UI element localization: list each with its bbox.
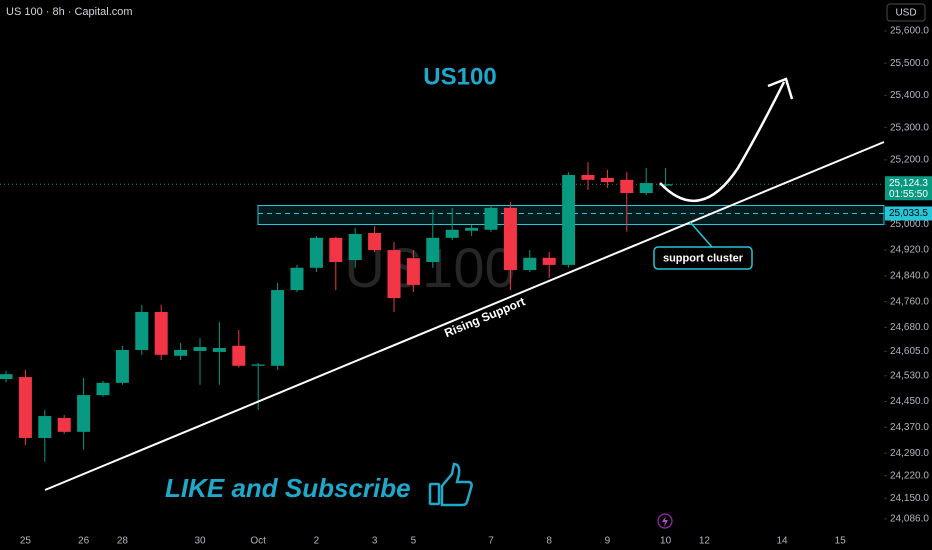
x-tick-label: 28: [117, 536, 129, 547]
y-tick-label: 25,400.0: [890, 90, 929, 101]
x-tick-label: 12: [699, 536, 711, 547]
x-tick-label: 2: [314, 536, 320, 547]
y-tick-label: 24,086.0: [890, 513, 929, 524]
callout-label: support cluster: [663, 252, 744, 264]
arrow-head: [767, 77, 794, 100]
x-tick-label: 9: [605, 536, 611, 547]
candle-body: [232, 345, 246, 366]
candle-body: [135, 311, 149, 350]
rising-support-line: [44, 141, 885, 491]
candle-body: [620, 179, 634, 194]
x-tick-label: 3: [372, 536, 378, 547]
zone-price-label: 25,033.5: [889, 208, 928, 219]
candle-body: [96, 382, 110, 396]
callout-pointer: [689, 221, 713, 248]
event-icon[interactable]: [657, 513, 673, 529]
last-price-tag: [885, 176, 932, 201]
thumbs-up-icon: [428, 462, 473, 507]
candle-body: [57, 417, 71, 432]
annotation-title: US100: [423, 63, 496, 90]
candle-body: [387, 250, 401, 299]
candle-body: [154, 311, 168, 355]
candle-body: [659, 184, 673, 186]
y-tick-label: 24,530.0: [890, 370, 929, 381]
x-tick-label: 14: [776, 536, 788, 547]
y-tick-label: 24,220.0: [890, 470, 929, 481]
candle-body: [406, 258, 420, 285]
x-tick-label: 8: [546, 536, 552, 547]
candle-body: [600, 177, 614, 183]
candle-body: [348, 233, 362, 261]
y-tick-label: 24,150.0: [890, 493, 929, 504]
candle-body: [329, 237, 343, 263]
cta-text: LIKE and Subscribe: [165, 473, 411, 503]
plot-area: [0, 162, 885, 462]
x-tick-label: 26: [78, 536, 90, 547]
x-tick-label: 30: [194, 536, 206, 547]
y-tick-label: 24,840.0: [890, 271, 929, 282]
candle-body: [445, 229, 459, 238]
candle-body: [503, 207, 517, 271]
candle-body: [465, 227, 479, 231]
y-tick-label: 24,760.0: [890, 296, 929, 307]
candle-body: [581, 174, 595, 180]
x-tick-label: Oct: [250, 536, 266, 547]
x-tick-label: 25: [20, 536, 32, 547]
candle-body: [271, 290, 285, 366]
candle-body: [484, 207, 498, 230]
y-tick-label: 25,500.0: [890, 58, 929, 69]
candle-body: [523, 257, 537, 271]
candle-body: [193, 347, 207, 351]
y-tick-label: 24,290.0: [890, 448, 929, 459]
candle-body: [290, 267, 304, 291]
currency-label: USD: [895, 8, 916, 19]
candle-body: [639, 183, 653, 194]
y-tick-label: 25,600.0: [890, 26, 929, 37]
y-tick-label: 24,450.0: [890, 396, 929, 407]
last-price-label: 25,124.3: [889, 178, 928, 189]
currency-button[interactable]: [886, 3, 926, 22]
candle-body: [368, 233, 382, 251]
y-tick-label: 24,605.0: [890, 346, 929, 357]
y-tick-label: 24,920.0: [890, 245, 929, 256]
candle-body: [562, 174, 576, 265]
candle-body: [251, 364, 265, 366]
candle-body: [38, 416, 52, 438]
candle-body: [115, 349, 129, 383]
chart-title: US 100 · 8h · Capital.com: [6, 6, 133, 18]
candle-body: [174, 349, 188, 356]
candle-body: [77, 395, 91, 432]
countdown-label: 01:55:50: [889, 189, 928, 200]
x-tick-label: 7: [488, 536, 494, 547]
projection-arrow: [659, 81, 786, 202]
candle-body: [18, 377, 32, 438]
candle-body: [0, 374, 13, 379]
x-tick-label: 10: [660, 536, 672, 547]
candle-body: [542, 257, 556, 265]
x-tick-label: 15: [835, 536, 847, 547]
x-tick-label: 5: [411, 536, 417, 547]
y-tick-label: 25,200.0: [890, 154, 929, 165]
y-tick-label: 24,680.0: [890, 322, 929, 333]
callout-box: [653, 246, 753, 270]
y-tick-label: 24,370.0: [890, 422, 929, 433]
y-tick-label: 25,300.0: [890, 122, 929, 133]
candle-body: [426, 237, 440, 263]
candle-body: [212, 348, 226, 352]
zone-price-tag: [885, 206, 932, 221]
y-tick-label: 25,000.0: [890, 219, 929, 230]
candle-body: [309, 237, 323, 268]
